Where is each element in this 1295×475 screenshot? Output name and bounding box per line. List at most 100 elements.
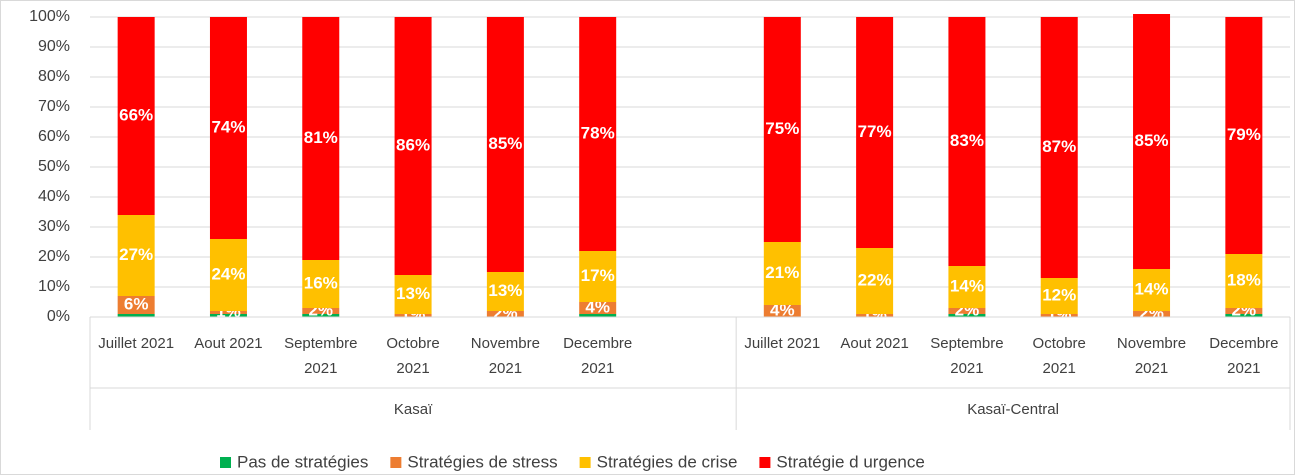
bar-segment: [209, 314, 247, 317]
y-tick-label: 0%: [47, 308, 70, 325]
data-label: 75%: [765, 119, 799, 138]
bar-segment: [117, 215, 155, 296]
y-tick-label: 40%: [38, 188, 70, 205]
bar-segment: [1225, 254, 1263, 308]
data-label: 85%: [1135, 131, 1169, 150]
bar-segment: [1225, 308, 1263, 314]
data-label: 66%: [119, 105, 153, 124]
x-tick-label: Septembre 2021: [284, 335, 358, 377]
bar-segment: [117, 17, 155, 215]
bar-segment: [856, 17, 894, 248]
bar-segment: [302, 260, 340, 308]
legend-label: Stratégie d urgence: [776, 452, 924, 471]
x-tick-label: Juillet 2021: [98, 335, 175, 352]
bar-segment: [579, 17, 617, 251]
y-tick-label: 10%: [38, 278, 70, 295]
bar-segment: [1225, 314, 1263, 317]
bar-segment: [302, 17, 340, 260]
bar-segment: [1040, 17, 1078, 278]
y-tick-label: 100%: [29, 8, 70, 25]
bar-segment: [948, 314, 986, 317]
x-tick-label: Novembre 2021: [1116, 335, 1187, 377]
x-tick-label: Decembre 2021: [563, 335, 633, 377]
bar-segment: [763, 305, 801, 317]
y-tick-label: 30%: [38, 218, 70, 235]
group-label: Kasaï-Central: [967, 401, 1059, 418]
x-tick-label: Aout 2021: [194, 335, 263, 352]
y-tick-label: 50%: [38, 158, 70, 175]
legend-label: Stratégies de stress: [407, 452, 557, 471]
x-tick-label: Septembre 2021: [930, 335, 1004, 377]
data-label: 14%: [950, 276, 984, 295]
data-label: 87%: [1042, 137, 1076, 156]
bar-segment: [302, 314, 340, 317]
y-tick-label: 90%: [38, 38, 70, 55]
bar-segment: [579, 302, 617, 314]
data-label: 13%: [396, 284, 430, 303]
bar-segment: [117, 314, 155, 317]
bar-segment: [579, 314, 617, 317]
bar-segment: [209, 311, 247, 314]
bar-segment: [763, 242, 801, 305]
data-label: 13%: [488, 281, 522, 300]
bar-segment: [117, 296, 155, 314]
bar-segment: [394, 314, 432, 317]
bar-segment: [1133, 14, 1171, 269]
data-label: 22%: [858, 270, 892, 289]
legend-label: Pas de stratégies: [237, 452, 368, 471]
bar-segment: [486, 17, 524, 272]
bar-segment: [763, 17, 801, 242]
data-label: 4%: [585, 297, 610, 316]
group-label: Kasaï: [394, 401, 433, 418]
x-tick-label: Octobre 2021: [386, 335, 440, 377]
data-label: 6%: [124, 294, 149, 313]
data-label: 74%: [211, 117, 245, 136]
x-tick-label: Novembre 2021: [470, 335, 540, 377]
data-label: 27%: [119, 245, 153, 264]
y-tick-label: 70%: [38, 98, 70, 115]
bar-segment: [1133, 311, 1171, 317]
y-tick-label: 80%: [38, 68, 70, 85]
data-label: 14%: [1135, 279, 1169, 298]
legend-label: Stratégies de crise: [597, 452, 738, 471]
y-tick-label: 20%: [38, 248, 70, 265]
bar-segment: [1040, 278, 1078, 314]
bar-segment: [486, 272, 524, 311]
data-label: 17%: [581, 266, 615, 285]
bar-segment: [948, 17, 986, 266]
data-label: 85%: [488, 134, 522, 153]
y-tick-label: 60%: [38, 128, 70, 145]
data-label: 24%: [211, 264, 245, 283]
data-label: 12%: [1042, 285, 1076, 304]
data-label: 18%: [1227, 270, 1261, 289]
bar-segment: [856, 314, 894, 317]
data-label: 21%: [765, 263, 799, 282]
bar-segment: [1133, 269, 1171, 311]
data-label: 81%: [304, 128, 338, 147]
bar-segment: [856, 248, 894, 314]
data-label: 4%: [770, 300, 795, 319]
bar-segment: [1040, 314, 1078, 317]
legend-swatch: [220, 457, 231, 468]
bar-segment: [394, 17, 432, 275]
bar-segment: [486, 311, 524, 317]
data-label: 78%: [581, 123, 615, 142]
bar-segment: [948, 308, 986, 314]
x-tick-label: Octobre 2021: [1032, 335, 1086, 377]
data-label: 79%: [1227, 125, 1261, 144]
data-label: 83%: [950, 131, 984, 150]
data-label: 86%: [396, 135, 430, 154]
x-tick-label: Juillet 2021: [744, 335, 821, 352]
bar-segment: [394, 275, 432, 314]
data-label: 16%: [304, 273, 338, 292]
legend-swatch: [759, 457, 771, 468]
bar-segment: [1225, 17, 1263, 254]
bar-segment: [302, 308, 340, 314]
legend-swatch: [579, 457, 591, 468]
bar-segment: [579, 251, 617, 302]
x-tick-label: Aout 2021: [840, 335, 909, 352]
bar-segment: [209, 239, 247, 311]
